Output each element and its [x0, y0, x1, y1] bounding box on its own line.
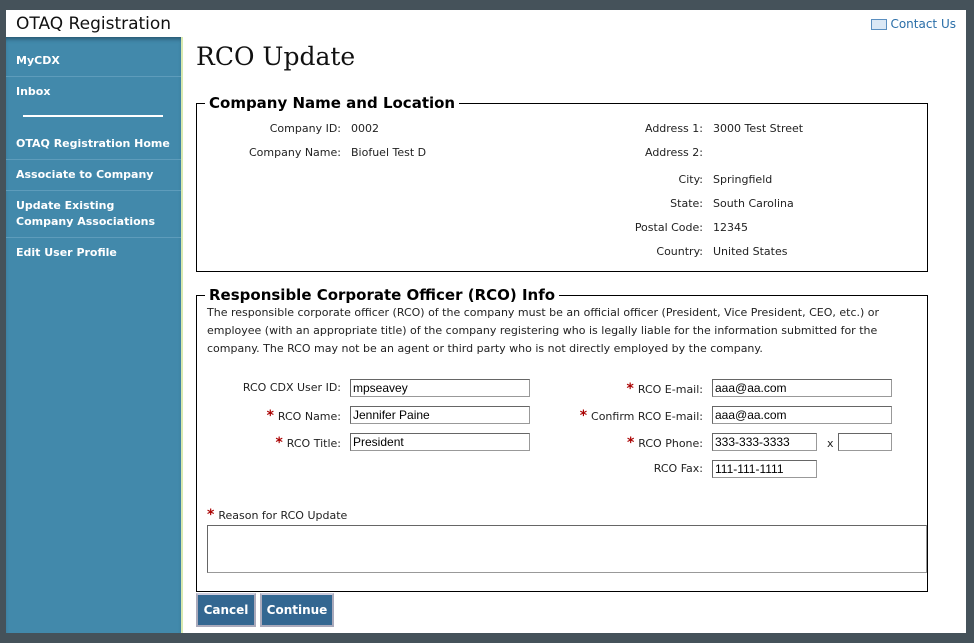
rco-fax-label: RCO Fax:	[653, 462, 703, 475]
phone-ext-label: x	[827, 437, 834, 450]
page-title: RCO Update	[196, 42, 356, 71]
sidebar-item-update-associations[interactable]: Update Existing Company Associations	[6, 191, 181, 238]
rco-confirm-email-label: * Confirm RCO E-mail:	[579, 408, 703, 424]
rco-title-input[interactable]	[350, 433, 530, 451]
required-asterisk-icon: *	[626, 381, 634, 397]
rco-section: Responsible Corporate Officer (RCO) Info…	[196, 286, 928, 592]
rco-name-input[interactable]	[350, 406, 530, 424]
required-asterisk-icon: *	[207, 507, 215, 523]
rco-fax-input[interactable]	[712, 460, 817, 478]
address1-label: Address 1:	[644, 122, 703, 135]
country: United States	[713, 245, 788, 258]
rco-legend: Responsible Corporate Officer (RCO) Info	[209, 286, 556, 304]
rco-phone-input[interactable]	[712, 433, 817, 451]
rco-phone-label: * RCO Phone:	[626, 435, 703, 451]
rco-email-input[interactable]	[712, 379, 892, 397]
company-legend: Company Name and Location	[209, 94, 456, 112]
rco-name-label: * RCO Name:	[266, 408, 341, 424]
country-label: Country:	[656, 245, 703, 258]
state: South Carolina	[713, 197, 794, 210]
reason-label: * Reason for RCO Update	[207, 507, 348, 523]
company-id-label: Company ID:	[269, 122, 341, 135]
city-label: City:	[678, 173, 703, 186]
sidebar: MyCDX Inbox OTAQ Registration Home Assoc…	[6, 37, 183, 633]
postal-code: 12345	[713, 221, 748, 234]
rco-confirm-email-input[interactable]	[712, 406, 892, 424]
state-label: State:	[670, 197, 703, 210]
rco-userid-label: RCO CDX User ID:	[242, 381, 341, 394]
postal-code-label: Postal Code:	[634, 221, 703, 234]
rco-phone-ext-input[interactable]	[838, 433, 892, 451]
company-name-label: Company Name:	[249, 146, 341, 159]
sidebar-item-edit-profile[interactable]: Edit User Profile	[16, 246, 117, 259]
required-asterisk-icon: *	[626, 435, 635, 451]
sidebar-item-mycdx[interactable]: MyCDX	[6, 37, 181, 77]
cancel-button[interactable]: Cancel	[196, 593, 256, 627]
sidebar-item-inbox[interactable]: Inbox	[16, 85, 51, 98]
address2-label: Address 2:	[644, 146, 703, 159]
required-asterisk-icon: *	[275, 435, 283, 451]
address1: 3000 Test Street	[713, 122, 804, 135]
rco-title-label: * RCO Title:	[275, 435, 341, 451]
envelope-icon	[871, 18, 888, 30]
reason-textarea[interactable]	[207, 525, 927, 573]
rco-userid-input[interactable]	[350, 379, 530, 397]
company-section: Company Name and Location Company ID: 00…	[196, 94, 928, 272]
contact-us-link[interactable]: Contact Us	[871, 17, 956, 31]
city: Springfield	[713, 173, 773, 186]
sidebar-divider	[23, 115, 163, 117]
sidebar-item-otaq-home[interactable]: OTAQ Registration Home	[6, 129, 181, 160]
app-window: OTAQ Registration Contact Us MyCDX Inbox…	[6, 10, 966, 633]
company-name: Biofuel Test D	[351, 146, 427, 159]
company-id: 0002	[351, 122, 379, 135]
continue-button[interactable]: Continue	[260, 593, 334, 627]
app-title: OTAQ Registration	[16, 14, 172, 34]
rco-description: The responsible corporate officer (RCO) …	[207, 306, 880, 355]
contact-us-label: Contact Us	[890, 17, 956, 31]
required-asterisk-icon: *	[266, 408, 274, 424]
rco-email-label: * RCO E-mail:	[626, 381, 703, 397]
required-asterisk-icon: *	[579, 408, 588, 424]
sidebar-item-associate[interactable]: Associate to Company	[6, 160, 181, 191]
